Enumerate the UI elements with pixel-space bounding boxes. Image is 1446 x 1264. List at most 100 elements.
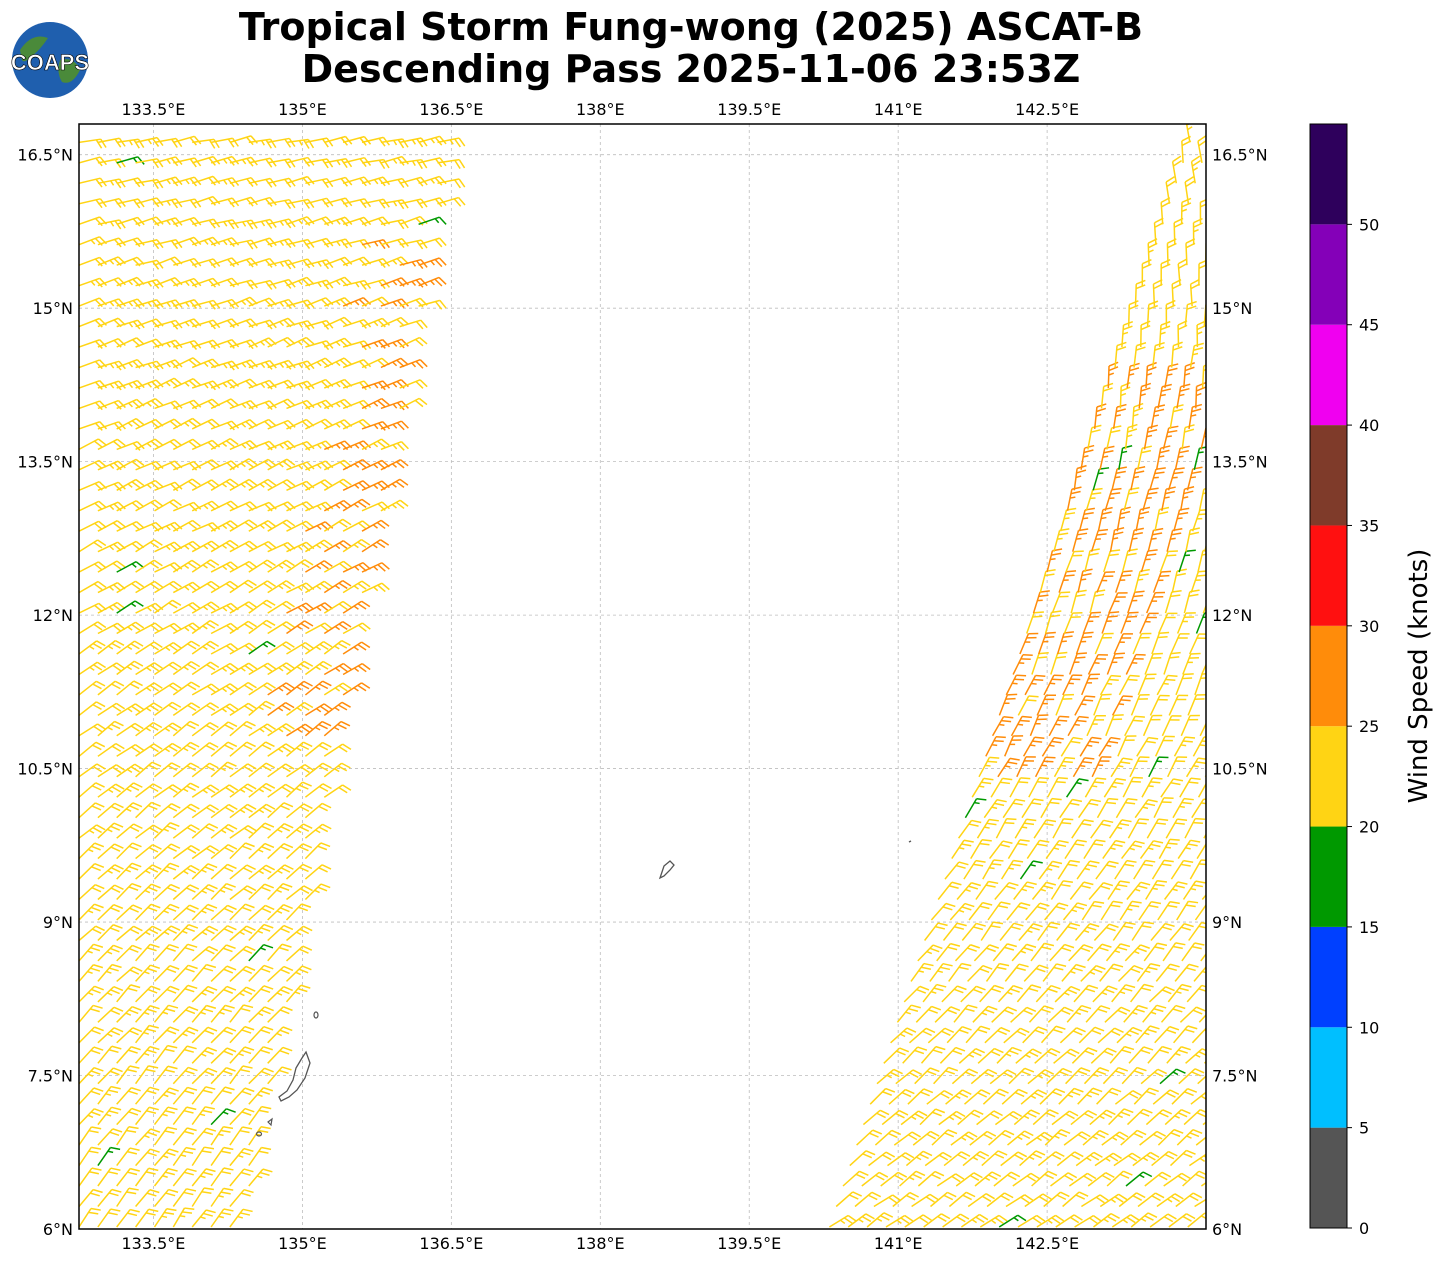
- wind-barb: [229, 1208, 253, 1228]
- wind-barb: [229, 986, 256, 1003]
- wind-barb: [1139, 1130, 1166, 1146]
- wind-barb: [135, 178, 164, 190]
- wind-barb: [1154, 506, 1170, 532]
- wind-barb: [399, 379, 428, 389]
- wind-barb: [924, 922, 948, 941]
- wind-barb: [172, 581, 201, 594]
- wind-barb: [914, 1067, 940, 1085]
- wind-barb: [1179, 1006, 1206, 1023]
- wind-barb: [1117, 965, 1144, 982]
- wind-barb: [79, 1188, 103, 1207]
- wind-barb: [135, 925, 162, 942]
- wind-barb: [191, 540, 220, 553]
- wind-barb: [154, 803, 181, 819]
- wind-barb: [868, 1151, 896, 1167]
- wind-barb: [1201, 361, 1206, 389]
- wind-barb: [1154, 735, 1175, 757]
- wind-barb: [1028, 777, 1050, 798]
- wind-barb: [342, 176, 372, 187]
- wind-barb: [1198, 259, 1206, 286]
- wind-barb: [1063, 611, 1083, 634]
- colorbar-bin: [1310, 1027, 1347, 1128]
- wind-barb: [116, 177, 145, 188]
- wind-barb: [1175, 673, 1194, 696]
- wind-barb: [1100, 900, 1123, 921]
- wind-barb: [1017, 1214, 1046, 1228]
- wind-barb: [905, 1150, 933, 1167]
- wind-barb: [79, 964, 104, 982]
- wind-barb: [229, 763, 257, 778]
- wind-barb: [116, 478, 145, 491]
- wind-barb: [229, 903, 255, 921]
- wind-barb: [1024, 1193, 1052, 1208]
- wind-barb: [172, 1146, 196, 1167]
- wind-barb: [1096, 797, 1119, 819]
- colorbar-bin: [1310, 826, 1347, 927]
- wind-barb: [1005, 1194, 1034, 1208]
- wind-barb: [154, 359, 183, 370]
- wind-barb: [342, 538, 371, 553]
- wind-barb: [1016, 984, 1042, 1003]
- wind-barb: [210, 642, 239, 655]
- wind-barb: [967, 1193, 995, 1208]
- wind-barb: [229, 965, 256, 982]
- wind-barb: [399, 358, 428, 369]
- wind-barb: [982, 859, 1004, 880]
- wind-barb: [135, 943, 160, 962]
- wind-barb: [173, 236, 202, 247]
- wind-barb: [1140, 1068, 1168, 1085]
- palau-island: [278, 1050, 311, 1102]
- wind-barb: [1168, 694, 1189, 716]
- wind-barb: [323, 518, 352, 532]
- wind-barb: [79, 1004, 103, 1023]
- wind-barb: [97, 1106, 122, 1126]
- wind-barb: [1105, 943, 1131, 962]
- wind-barb: [1189, 859, 1206, 880]
- wind-barb: [1146, 300, 1159, 327]
- wind-barb: [248, 478, 277, 491]
- lat-tick-label: 12°N: [33, 606, 73, 625]
- wind-barb: [1053, 1048, 1080, 1064]
- wind-barb: [248, 883, 274, 901]
- wind-barb: [153, 1148, 179, 1167]
- wind-barb: [191, 640, 220, 655]
- wind-barb: [79, 741, 106, 757]
- wind-barb: [172, 1026, 199, 1044]
- wind-barb: [933, 1066, 959, 1085]
- wind-barb: [97, 256, 126, 266]
- wind-barb: [418, 135, 447, 146]
- wind-barb: [984, 1026, 1011, 1044]
- wind-barb: [191, 1127, 217, 1146]
- wind-barb: [172, 438, 201, 451]
- wind-barb: [1164, 590, 1182, 614]
- wind-barb: [248, 842, 275, 860]
- wind-barb: [305, 539, 333, 553]
- wind-barb: [323, 720, 351, 737]
- wind-barb: [267, 882, 293, 901]
- wind-barb: [97, 764, 125, 778]
- wind-barb: [1149, 1213, 1177, 1228]
- wind-barb: [97, 1146, 121, 1167]
- wind-barb: [191, 500, 221, 512]
- wind-barb: [116, 379, 145, 390]
- wind-barb: [1157, 1128, 1184, 1146]
- wind-barb: [229, 1168, 254, 1187]
- wind-barb: [437, 178, 466, 189]
- wind-barb: [1012, 1172, 1040, 1187]
- wind-barb: [909, 1027, 936, 1044]
- wind-barb: [210, 398, 239, 410]
- wind-barb: [97, 1188, 122, 1207]
- wind-barb: [135, 662, 163, 676]
- wind-barb: [229, 1107, 255, 1126]
- wind-barb: [229, 478, 258, 491]
- wind-barb: [172, 964, 198, 982]
- wind-barb: [380, 459, 409, 471]
- wind-barb: [248, 964, 274, 982]
- wind-barb: [79, 580, 107, 594]
- wind-barb: [172, 681, 201, 696]
- wind-barb: [361, 397, 390, 410]
- wind-barb: [172, 601, 201, 614]
- wind-barb: [324, 176, 353, 187]
- wind-barb: [153, 883, 181, 901]
- wind-barb: [1152, 570, 1172, 593]
